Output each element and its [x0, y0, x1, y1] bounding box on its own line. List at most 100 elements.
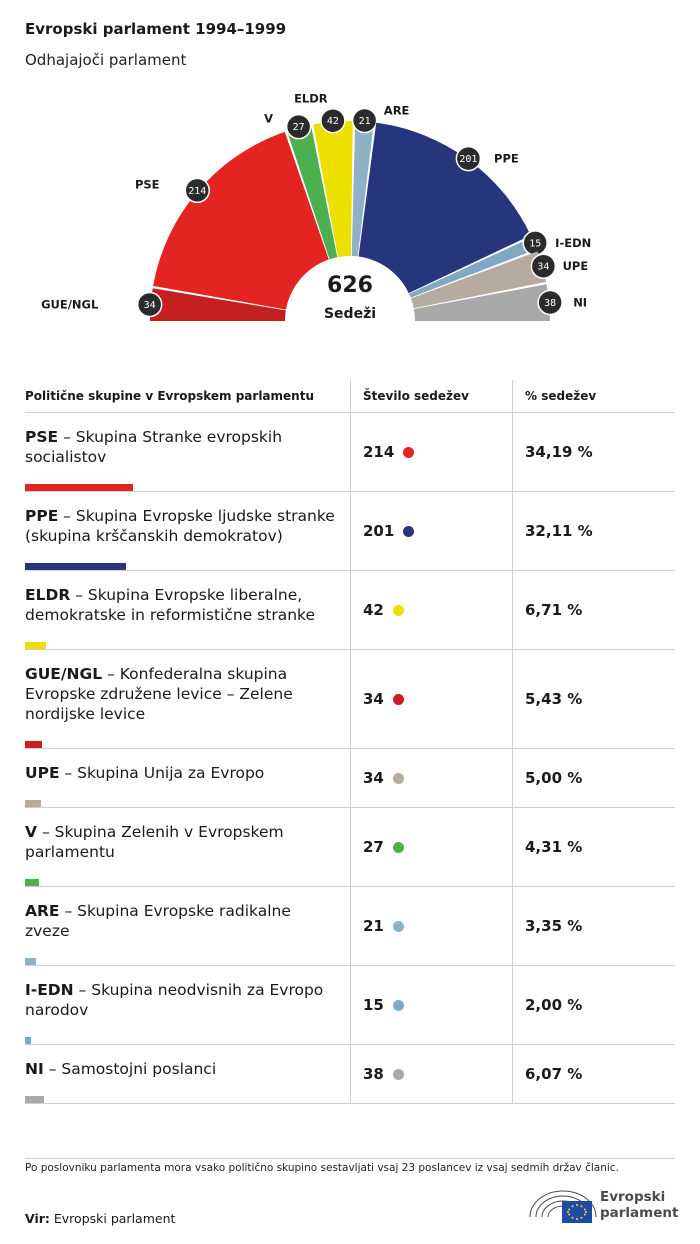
group-abbr: NI [25, 1060, 44, 1078]
group-name: – Skupina Evropske ljudske stranke (skup… [25, 507, 335, 545]
seats-cell: 21 [350, 887, 512, 965]
group-name: – Skupina Unija za Evropo [64, 764, 265, 782]
color-dot [392, 1068, 404, 1080]
groups-table: Politične skupine v Evropskem parlamentu… [25, 380, 675, 1104]
group-abbr: ARE [25, 902, 60, 920]
seats-value: 34 [363, 690, 384, 708]
seat-badge [530, 253, 557, 279]
seats-cell: 27 [350, 808, 512, 886]
seat-badge-value: 21 [359, 116, 371, 127]
hemicycle-segment [409, 237, 537, 298]
total-label: Sedeži [324, 306, 376, 322]
group-abbr: PPE [25, 507, 59, 525]
group-label: ELDR [294, 92, 328, 106]
group-abbr: UPE [25, 764, 60, 782]
hemicycle-segment [150, 288, 286, 321]
group-name: – Skupina Evropske liberalne, demokratsk… [25, 586, 315, 624]
group-label: GUE/NGL [41, 297, 99, 311]
percent-cell: 32,11 % [512, 492, 675, 570]
hemicycle-segment [413, 284, 550, 321]
seats-cell: 34 [350, 749, 512, 807]
footnote: Po poslovniku parlamenta mora vsako poli… [25, 1158, 675, 1174]
group-cell: GUE/NGL – Konfederalna skupina Evropske … [25, 650, 350, 748]
seat-badge [455, 145, 482, 172]
percent-cell: 5,00 % [512, 749, 675, 807]
color-dot [403, 446, 415, 458]
table-row: ARE – Skupina Evropske radikalne zveze 21… [25, 887, 675, 966]
group-label: V [264, 112, 273, 126]
total-seats: 626 [327, 273, 373, 298]
seat-badge [184, 177, 211, 204]
seats-cell: 201 [350, 492, 512, 570]
seat-badge-value: 34 [537, 262, 549, 273]
percent-cell: 4,31 % [512, 808, 675, 886]
table-row: NI – Samostojni poslanci 38 6,07 % [25, 1045, 675, 1104]
percent-cell: 6,07 % [512, 1045, 675, 1103]
seat-badge [320, 107, 346, 134]
seat-badge-value: 34 [144, 300, 156, 311]
group-label: ARE [384, 104, 410, 118]
group-cell: ARE – Skupina Evropske radikalne zveze [25, 887, 350, 965]
hemicycle-segment [287, 124, 338, 260]
seats-cell: 34 [350, 650, 512, 748]
hemicycle-segment [410, 251, 547, 309]
logo-line1: Evropski [600, 1189, 666, 1205]
ep-logo: Evropski parlament [528, 1187, 678, 1227]
share-bar [25, 642, 47, 649]
header-percent: % sedežev [512, 380, 675, 412]
table-row: ELDR – Skupina Evropske liberalne, demok… [25, 571, 675, 650]
color-dot [392, 604, 404, 616]
color-dot [392, 999, 404, 1011]
percent-cell: 6,71 % [512, 571, 675, 649]
share-bar [25, 879, 39, 886]
group-name: – Konfederalna skupina Evropske združene… [25, 665, 293, 723]
group-abbr: GUE/NGL [25, 665, 103, 683]
hemicycle-segment [313, 121, 353, 258]
source-label: Vir: [25, 1211, 50, 1226]
share-bar [25, 958, 36, 965]
source: Vir: Evropski parlament [25, 1211, 175, 1226]
seat-badge-value: 42 [327, 116, 339, 127]
seats-cell: 15 [350, 966, 512, 1044]
color-dot [392, 841, 404, 853]
hemicycle-chart: 34 GUE/NGL 214 PSE 27 V 42 ELDR 21 ARE 201 PPE 15 I-E… [41, 92, 591, 322]
seats-cell: 214 [350, 413, 512, 491]
share-bar [25, 563, 127, 570]
page-subtitle: Odhajajoči parlament [25, 51, 187, 69]
percent-cell: 3,35 % [512, 887, 675, 965]
group-abbr: PSE [25, 428, 59, 446]
seats-value: 38 [363, 1065, 384, 1083]
color-dot [403, 525, 415, 537]
hemicycle-segment [153, 131, 329, 310]
group-cell: NI – Samostojni poslanci [25, 1045, 350, 1103]
share-bar [25, 484, 133, 491]
color-dot [392, 772, 404, 784]
hemicycle-segment [351, 121, 374, 257]
seats-value: 214 [363, 443, 395, 461]
seats-value: 27 [363, 838, 384, 856]
seats-value: 42 [363, 601, 384, 619]
group-name: – Skupina Evropske radikalne zveze [25, 902, 291, 940]
group-label: I-EDN [555, 236, 591, 250]
seat-badge [285, 113, 312, 140]
group-cell: V – Skupina Zelenih v Evropskem parlamen… [25, 808, 350, 886]
hemicycle-segment [358, 122, 531, 294]
percent-cell: 2,00 % [512, 966, 675, 1044]
group-abbr: I-EDN [25, 981, 74, 999]
seat-badge-value: 214 [188, 186, 206, 197]
share-bar [25, 1037, 32, 1044]
seat-badge-value: 201 [459, 154, 477, 165]
eu-flag-icon [529, 1190, 597, 1223]
group-cell: PPE – Skupina Evropske ljudske stranke (… [25, 492, 350, 570]
seat-badge-value: 27 [293, 122, 305, 133]
table-row: V – Skupina Zelenih v Evropskem parlamen… [25, 808, 675, 887]
group-name: – Samostojni poslanci [48, 1060, 217, 1078]
seat-badge-value: 38 [544, 298, 556, 309]
table-row: GUE/NGL – Konfederalna skupina Evropske … [25, 650, 675, 749]
table-row: PPE – Skupina Evropske ljudske stranke (… [25, 492, 675, 571]
source-value: Evropski parlament [53, 1211, 176, 1226]
group-label: PSE [135, 177, 160, 191]
group-label: UPE [563, 259, 589, 273]
group-abbr: ELDR [25, 586, 71, 604]
group-cell: ELDR – Skupina Evropske liberalne, demok… [25, 571, 350, 649]
